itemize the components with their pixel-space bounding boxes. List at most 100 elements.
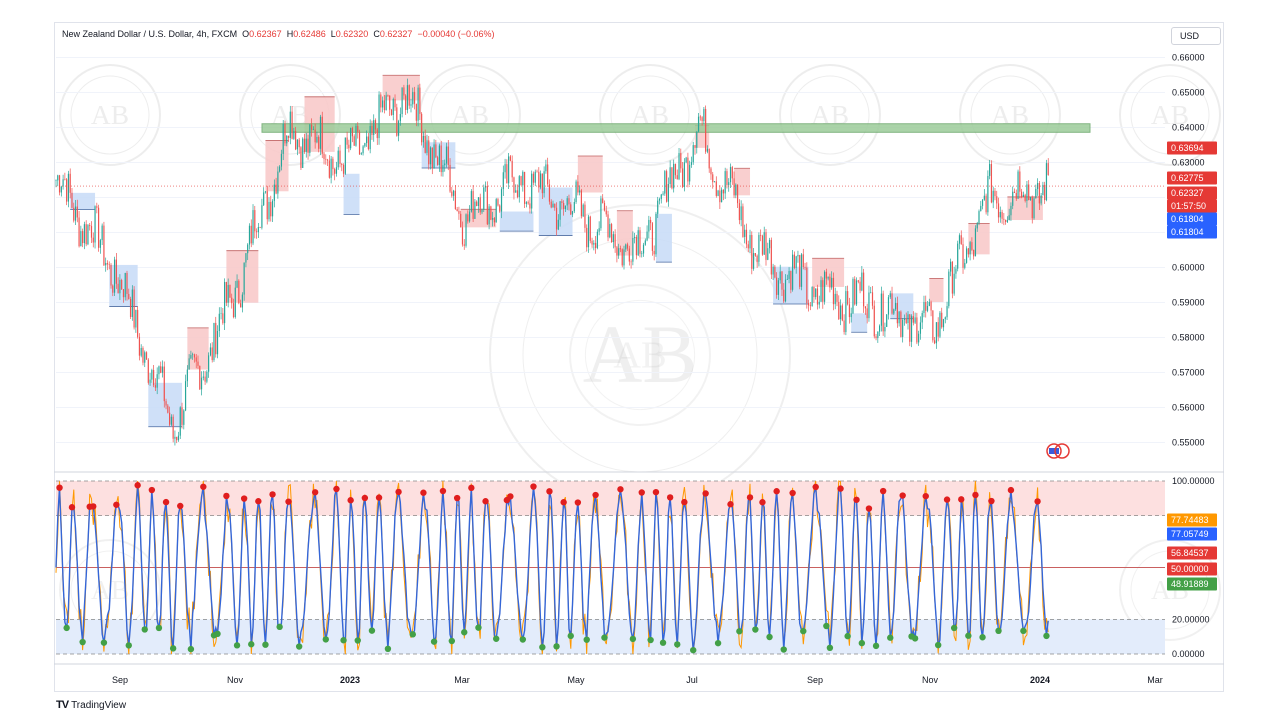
candle: [822, 277, 824, 309]
candle: [882, 290, 884, 336]
oversold-dot: [934, 641, 942, 649]
svg-text:77.74483: 77.74483: [1171, 515, 1209, 525]
oversold-dot: [539, 643, 546, 651]
candle: [126, 270, 128, 301]
overbought-dot: [333, 485, 340, 493]
candle: [696, 131, 698, 154]
demand-zone: [70, 192, 96, 210]
candle: [1010, 202, 1012, 221]
candle: [589, 215, 591, 244]
oversold-dot: [629, 635, 637, 643]
candle: [197, 355, 199, 369]
time-axis-label: Mar: [454, 675, 470, 685]
candle: [156, 367, 158, 395]
candle: [454, 184, 456, 210]
candle: [795, 255, 797, 274]
candle: [206, 370, 208, 384]
candle: [259, 226, 261, 229]
candle: [575, 179, 577, 204]
candle: [577, 175, 579, 196]
candle: [360, 152, 362, 156]
candle: [554, 203, 556, 211]
candle: [58, 174, 61, 196]
candle: [71, 187, 73, 209]
candle: [467, 210, 469, 224]
candle: [823, 270, 826, 305]
ohlc-close: C0.62327: [373, 29, 413, 39]
candle: [760, 229, 762, 242]
candle: [224, 278, 226, 331]
currency-button[interactable]: USD: [1171, 27, 1221, 45]
candle: [232, 298, 235, 319]
candle: [804, 262, 806, 271]
oversold-dot: [1020, 627, 1027, 635]
candle: [477, 197, 480, 213]
candle: [69, 168, 71, 199]
candle: [66, 177, 68, 206]
candle: [877, 331, 879, 343]
time-axis-label: Mar: [1147, 675, 1163, 685]
candle: [216, 325, 219, 359]
oversold-dot: [448, 637, 456, 645]
candle: [887, 294, 890, 320]
candle: [989, 160, 991, 180]
candle: [399, 107, 401, 126]
candle: [699, 115, 701, 121]
candle: [1005, 219, 1007, 225]
candle: [445, 142, 448, 168]
candle: [488, 203, 490, 230]
candle: [447, 140, 449, 171]
svg-text:0.63694: 0.63694: [1171, 143, 1204, 153]
svg-text:0.62327: 0.62327: [1171, 188, 1204, 198]
oversold-dot: [276, 623, 283, 631]
candle: [967, 248, 969, 258]
candle: [719, 185, 721, 209]
candle: [442, 159, 444, 177]
candle: [875, 334, 877, 341]
candle: [713, 180, 716, 183]
candle: [568, 194, 570, 211]
candle: [504, 158, 506, 179]
candle: [524, 171, 526, 208]
candle: [689, 160, 691, 185]
footer-brand[interactable]: TV TradingView: [56, 699, 126, 711]
candle: [179, 406, 181, 439]
candle: [295, 126, 297, 151]
candle: [325, 154, 327, 165]
candle: [808, 299, 810, 312]
candle: [229, 284, 231, 298]
candle: [353, 134, 355, 146]
candle: [300, 146, 302, 171]
flag-icon[interactable]: [1046, 443, 1070, 459]
candle: [124, 272, 126, 301]
resistance-zone: [261, 123, 1091, 133]
price-tag: 01:57:50: [1167, 199, 1217, 213]
candle: [919, 316, 922, 340]
svg-text:0.61804: 0.61804: [1171, 214, 1204, 224]
candle: [460, 210, 462, 228]
oversold-dot: [295, 643, 303, 650]
candle: [923, 295, 925, 318]
oversold-dot: [354, 637, 361, 644]
candle: [234, 280, 236, 319]
candle: [369, 119, 371, 154]
candle: [868, 285, 870, 322]
oscillator-panel[interactable]: [55, 480, 1165, 655]
candle: [153, 364, 155, 388]
candle: [705, 105, 707, 154]
candle: [268, 197, 270, 222]
price-panel[interactable]: [55, 57, 1165, 446]
candle: [373, 114, 375, 142]
price-tag: 0.63694: [1167, 141, 1217, 155]
oversold-dot: [141, 626, 148, 633]
candle: [397, 119, 400, 142]
candle: [754, 253, 756, 257]
candle: [371, 120, 373, 140]
symbol-legend[interactable]: New Zealand Dollar / U.S. Dollar, 4h, FX…: [62, 29, 495, 39]
candle: [138, 333, 141, 361]
candle: [149, 372, 151, 386]
supply-zone: [812, 258, 845, 287]
candle: [788, 267, 790, 284]
overbought-dot: [347, 497, 354, 504]
